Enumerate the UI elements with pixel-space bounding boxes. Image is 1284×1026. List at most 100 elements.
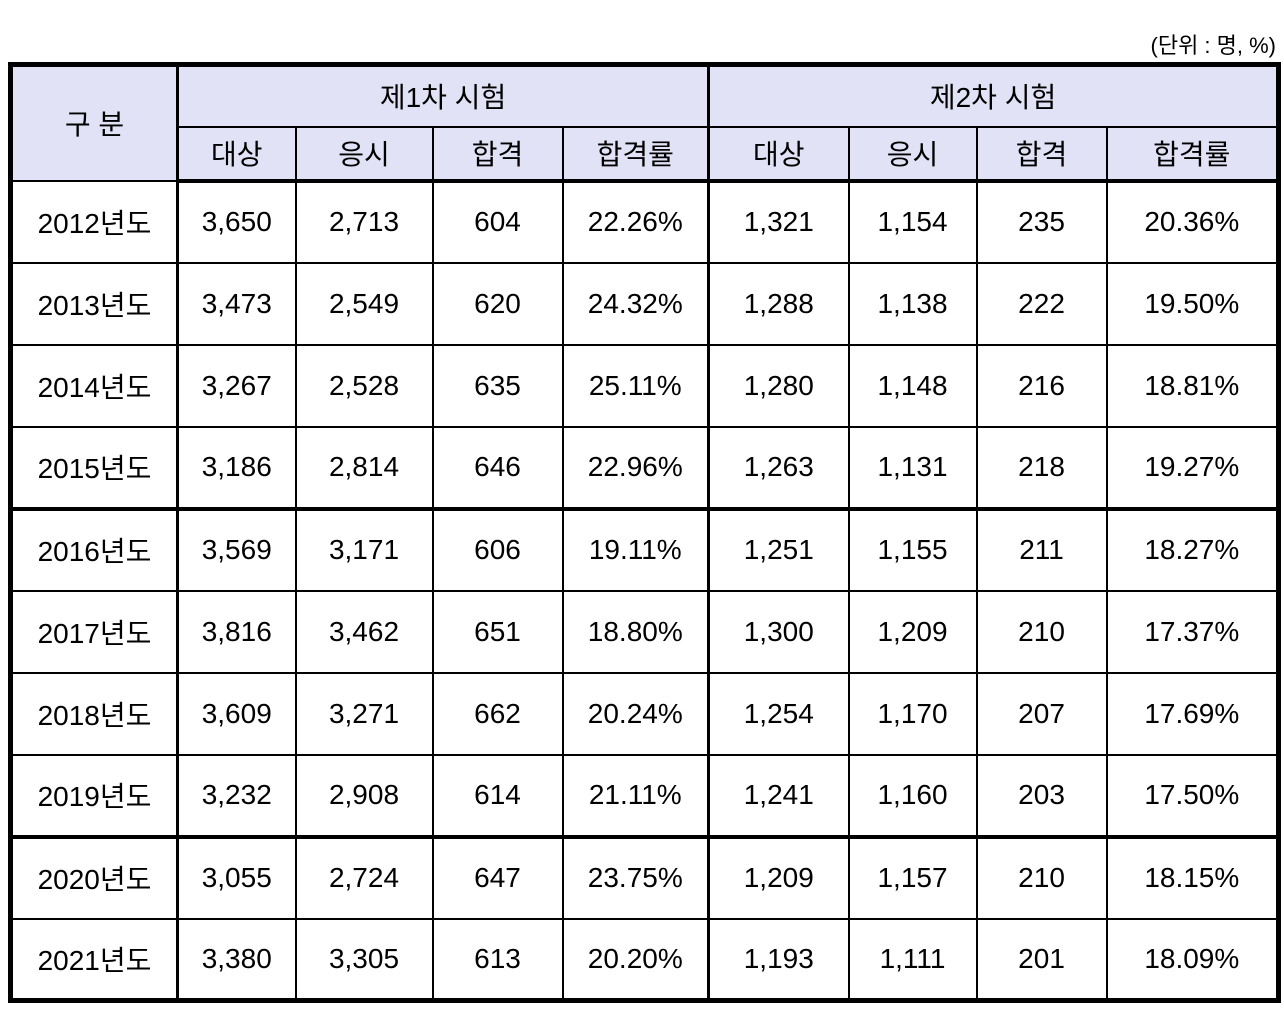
data-cell: 235 [975, 179, 1108, 264]
exam1-passrate-header: 합격률 [561, 125, 711, 183]
data-cell: 3,171 [294, 507, 434, 592]
data-cell: 3,380 [176, 917, 297, 1002]
data-cell: 620 [431, 261, 564, 346]
data-cell: 18.09% [1105, 917, 1280, 1002]
year-cell: 2019년도 [9, 753, 179, 839]
table-row-2015: 2015년도 3,186 2,814 646 22.96% 1,263 1,13… [9, 425, 1280, 511]
data-cell: 17.50% [1105, 753, 1280, 839]
exam2-target-header: 대상 [707, 125, 850, 183]
header-subcolumn-row: 대상 응시 합격 합격률 대상 응시 합격 합격률 [11, 125, 1280, 183]
table-row-2013: 2013년도 3,473 2,549 620 24.32% 1,288 1,13… [9, 261, 1280, 346]
data-cell: 3,267 [176, 343, 297, 428]
data-cell: 1,131 [847, 425, 978, 511]
table-row-2018: 2018년도 3,609 3,271 662 20.24% 1,254 1,17… [9, 671, 1280, 756]
data-cell: 210 [975, 835, 1108, 920]
data-cell: 1,155 [847, 507, 978, 592]
data-cell: 604 [431, 179, 564, 264]
data-cell: 1,241 [707, 753, 850, 839]
unit-label: (단위 : 명, %) [1150, 33, 1277, 58]
data-cell: 18.27% [1105, 507, 1280, 592]
table-row-2021: 2021년도 3,380 3,305 613 20.20% 1,193 1,11… [9, 917, 1280, 1002]
data-cell: 210 [975, 589, 1108, 674]
data-cell: 635 [431, 343, 564, 428]
data-cell: 1,193 [707, 917, 850, 1002]
exam1-group-header: 제1차 시험 [176, 63, 711, 128]
corner-header-cell: 구 분 [9, 63, 179, 182]
data-cell: 19.11% [561, 507, 711, 592]
table-header: 구 분 제1차 시험 제2차 시험 대상 응시 합격 합격률 대상 응시 합격 … [9, 63, 1280, 183]
data-cell: 3,473 [176, 261, 297, 346]
data-cell: 18.80% [561, 589, 711, 674]
data-cell: 1,280 [707, 343, 850, 428]
year-cell: 2017년도 [9, 589, 179, 674]
data-cell: 1,111 [847, 917, 978, 1002]
data-cell: 2,814 [294, 425, 434, 511]
year-cell: 2016년도 [9, 507, 179, 592]
table-body: 2012년도 3,650 2,713 604 22.26% 1,321 1,15… [9, 179, 1280, 1002]
data-cell: 3,232 [176, 753, 297, 839]
data-cell: 211 [975, 507, 1108, 592]
data-cell: 25.11% [561, 343, 711, 428]
exam-statistics-table: 구 분 제1차 시험 제2차 시험 대상 응시 합격 합격률 대상 응시 합격 … [8, 62, 1282, 1003]
data-cell: 18.15% [1105, 835, 1280, 920]
data-cell: 1,300 [707, 589, 850, 674]
data-cell: 1,170 [847, 671, 978, 756]
data-cell: 2,713 [294, 179, 434, 264]
exam2-passed-header: 합격 [975, 125, 1108, 183]
year-cell: 2021년도 [9, 917, 179, 1002]
data-cell: 646 [431, 425, 564, 511]
data-cell: 19.50% [1105, 261, 1280, 346]
data-cell: 21.11% [561, 753, 711, 839]
data-cell: 662 [431, 671, 564, 756]
year-cell: 2013년도 [9, 261, 179, 346]
data-cell: 18.81% [1105, 343, 1280, 428]
data-cell: 3,186 [176, 425, 297, 511]
data-cell: 1,154 [847, 179, 978, 264]
data-cell: 1,288 [707, 261, 850, 346]
table-row-2020: 2020년도 3,055 2,724 647 23.75% 1,209 1,15… [9, 835, 1280, 920]
data-cell: 1,321 [707, 179, 850, 264]
year-cell: 2020년도 [9, 835, 179, 920]
data-cell: 20.36% [1105, 179, 1280, 264]
year-cell: 2014년도 [9, 343, 179, 428]
year-cell: 2012년도 [9, 179, 179, 264]
data-cell: 3,305 [294, 917, 434, 1002]
data-cell: 207 [975, 671, 1108, 756]
year-cell: 2015년도 [9, 425, 179, 511]
data-cell: 1,160 [847, 753, 978, 839]
data-cell: 2,724 [294, 835, 434, 920]
data-cell: 2,549 [294, 261, 434, 346]
data-cell: 201 [975, 917, 1108, 1002]
data-cell: 3,609 [176, 671, 297, 756]
exam2-applied-header: 응시 [847, 125, 978, 183]
data-cell: 614 [431, 753, 564, 839]
table-row-2012: 2012년도 3,650 2,713 604 22.26% 1,321 1,15… [9, 179, 1280, 264]
data-cell: 3,816 [176, 589, 297, 674]
data-cell: 1,209 [847, 589, 978, 674]
data-cell: 216 [975, 343, 1108, 428]
data-cell: 3,650 [176, 179, 297, 264]
table-row-2016: 2016년도 3,569 3,171 606 19.11% 1,251 1,15… [9, 507, 1280, 592]
data-cell: 1,157 [847, 835, 978, 920]
data-cell: 2,528 [294, 343, 434, 428]
data-cell: 1,138 [847, 261, 978, 346]
data-cell: 23.75% [561, 835, 711, 920]
exam1-applied-header: 응시 [294, 125, 434, 183]
data-cell: 203 [975, 753, 1108, 839]
exam2-group-header: 제2차 시험 [707, 63, 1280, 128]
header-group-row: 구 분 제1차 시험 제2차 시험 [9, 63, 1280, 182]
data-cell: 3,271 [294, 671, 434, 756]
data-cell: 19.27% [1105, 425, 1280, 511]
data-cell: 1,251 [707, 507, 850, 592]
data-cell: 1,209 [707, 835, 850, 920]
data-cell: 613 [431, 917, 564, 1002]
data-cell: 606 [431, 507, 564, 592]
data-cell: 651 [431, 589, 564, 674]
exam1-target-header: 대상 [176, 125, 297, 183]
data-cell: 1,263 [707, 425, 850, 511]
data-cell: 17.37% [1105, 589, 1280, 674]
data-cell: 3,569 [176, 507, 297, 592]
table-row-2019: 2019년도 3,232 2,908 614 21.11% 1,241 1,16… [9, 753, 1280, 839]
exam2-passrate-header: 합격률 [1105, 125, 1280, 183]
